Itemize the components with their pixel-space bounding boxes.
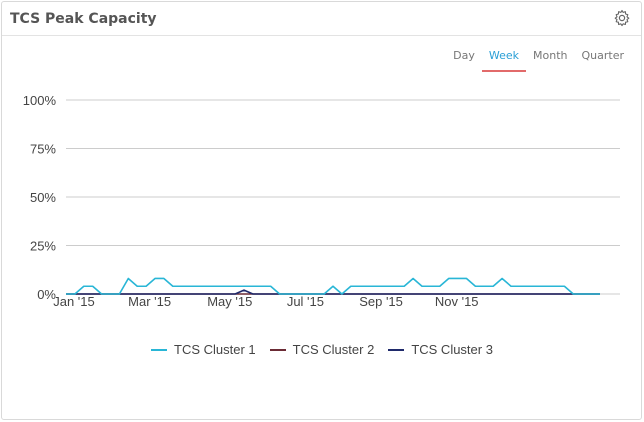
legend-label: TCS Cluster 2 <box>292 342 375 357</box>
legend-swatch-cluster-2 <box>269 348 286 351</box>
series-line-cluster-3[interactable] <box>66 289 600 295</box>
legend-label: TCS Cluster 3 <box>411 342 493 357</box>
legend-swatch-cluster-1 <box>151 348 168 351</box>
series-line-cluster-1[interactable] <box>66 277 600 295</box>
tab-quarter[interactable]: Quarter <box>581 49 625 62</box>
capacity-line-chart: 0% 25% 50% 75% 100% Jan '15 Mar '15 May '15 Jul … <box>23 93 620 309</box>
x-tick-label: May '15 <box>207 294 252 309</box>
widget-title: TCS Peak Capacity <box>10 11 157 27</box>
tab-week[interactable]: Week <box>481 49 527 72</box>
legend-item-cluster-1[interactable]: TCS Cluster 1 <box>151 342 256 357</box>
range-tabs: Day Week Month Quarter <box>446 49 631 72</box>
y-tick-label: 50% <box>30 190 56 205</box>
legend-item-cluster-3[interactable]: TCS Cluster 3 <box>388 342 493 357</box>
x-tick-label: Nov '15 <box>435 294 479 309</box>
gear-icon[interactable] <box>613 9 631 27</box>
widget-header: TCS Peak Capacity <box>2 2 641 36</box>
tab-day[interactable]: Day <box>453 49 475 62</box>
tab-month[interactable]: Month <box>533 49 568 62</box>
y-tick-label: 75% <box>30 142 56 157</box>
x-tick-label: Jul '15 <box>287 294 324 309</box>
y-tick-label: 100% <box>23 93 57 108</box>
y-tick-label: 25% <box>30 239 56 254</box>
legend-swatch-cluster-3 <box>388 348 405 351</box>
chart-legend: TCS Cluster 1 TCS Cluster 2 TCS Cluster … <box>0 342 644 357</box>
x-tick-label: Sep '15 <box>359 294 403 309</box>
y-tick-label: 0% <box>37 287 56 302</box>
x-tick-label: Jan '15 <box>53 294 95 309</box>
x-tick-label: Mar '15 <box>128 294 171 309</box>
legend-label: TCS Cluster 1 <box>174 342 256 357</box>
legend-item-cluster-2[interactable]: TCS Cluster 2 <box>269 342 375 357</box>
